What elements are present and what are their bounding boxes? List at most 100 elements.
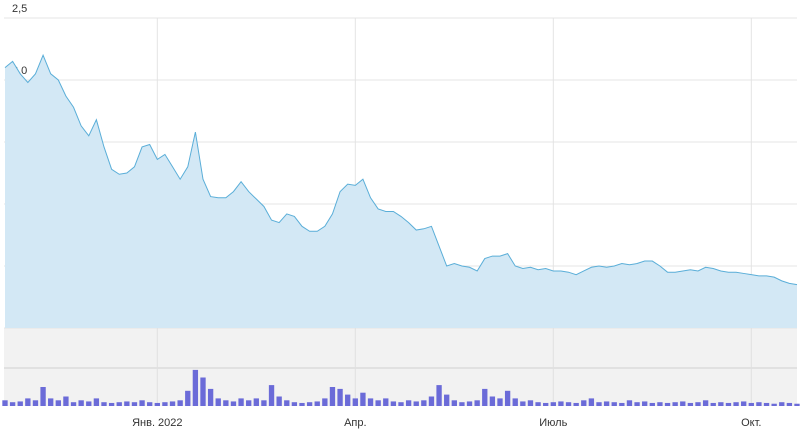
volume-bar	[634, 402, 640, 406]
volume-bar	[733, 402, 739, 406]
volume-bar	[603, 401, 610, 406]
volume-bar	[383, 398, 389, 406]
volume-bar	[192, 369, 199, 406]
volume-bar	[360, 392, 366, 406]
volume-bar	[741, 401, 747, 406]
y-tick-label: 2,5	[12, 3, 27, 15]
volume-bar	[398, 402, 404, 406]
volume-bar	[306, 402, 313, 406]
volume-bar	[771, 403, 777, 406]
volume-bar	[70, 402, 77, 406]
volume-bar	[162, 402, 168, 406]
volume-bar	[702, 400, 709, 406]
volume-bar	[588, 398, 595, 406]
volume-bar	[672, 402, 678, 406]
volume-bar	[261, 400, 267, 406]
volume-bar	[314, 401, 320, 406]
volume-bar	[680, 401, 686, 406]
volume-bar	[436, 385, 442, 406]
volume-bar	[611, 402, 617, 406]
volume-bar	[345, 394, 351, 406]
volume-bar	[565, 402, 572, 406]
volume-bar	[291, 402, 298, 406]
volume-bar	[649, 402, 655, 406]
volume-bar	[710, 402, 716, 406]
volume-bar	[718, 402, 724, 406]
volume-bar	[725, 402, 732, 406]
volume-bar	[482, 388, 488, 406]
volume-bar	[367, 398, 374, 406]
volume-bar	[558, 401, 564, 406]
volume-bar	[25, 398, 31, 406]
volume-bar	[390, 401, 397, 406]
volume-bar	[124, 401, 130, 406]
volume-bar	[444, 394, 450, 406]
volume-bar	[657, 402, 663, 406]
volume-bar	[428, 396, 435, 406]
volume-bar	[779, 402, 785, 406]
volume-bar	[108, 402, 115, 406]
volume-bar	[32, 400, 39, 406]
volume-bar	[405, 400, 412, 406]
x-tick-label: Окт.	[741, 417, 761, 429]
volume-bar	[520, 401, 526, 406]
volume-bar	[763, 402, 770, 406]
volume-bar	[337, 388, 343, 406]
volume-bar	[101, 402, 107, 406]
volume-bar	[116, 402, 122, 406]
volume-bar	[375, 400, 381, 406]
volume-bar	[512, 398, 518, 406]
volume-bar	[794, 403, 800, 406]
volume-bar	[276, 396, 282, 406]
volume-bar	[527, 400, 534, 406]
volume-bar	[48, 398, 54, 406]
volume-bar	[223, 400, 229, 406]
volume-bar	[756, 402, 762, 406]
volume-bar	[466, 401, 473, 406]
volume-bar	[421, 400, 427, 406]
volume-bar	[200, 377, 206, 406]
volume-bar	[139, 400, 145, 406]
volume-bar	[550, 402, 556, 406]
volume-bar	[459, 402, 465, 406]
volume-bar	[299, 402, 305, 406]
volume-bar	[535, 402, 541, 406]
volume-bar	[626, 400, 633, 406]
volume-bar	[207, 388, 214, 406]
volume-bar	[154, 402, 160, 406]
volume-bar	[2, 400, 8, 406]
volume-bar	[413, 401, 419, 406]
volume-bar	[489, 396, 496, 406]
price-line	[4, 53, 798, 286]
volume-pane	[4, 328, 797, 406]
volume-bar	[169, 401, 176, 406]
volume-bar	[352, 398, 358, 406]
volume-bar	[581, 400, 587, 406]
volume-bar	[619, 402, 625, 406]
volume-bar	[329, 387, 336, 406]
volume-bar	[147, 402, 153, 406]
volume-bar	[93, 398, 100, 406]
volume-bar	[596, 402, 602, 406]
volume-bar	[322, 398, 328, 406]
volume-bar	[238, 398, 244, 406]
volume-bar	[246, 400, 252, 406]
volume-bar	[63, 396, 69, 406]
volume-bar	[86, 401, 92, 406]
x-tick-label: Янв. 2022	[132, 417, 182, 429]
volume-bar	[17, 401, 23, 406]
volume-bar	[748, 402, 754, 406]
volume-bar	[284, 400, 290, 406]
volume-bar	[642, 401, 648, 406]
volume-bar	[504, 390, 511, 406]
volume-bar	[185, 390, 191, 406]
volume-bar	[215, 398, 221, 406]
volume-bar	[78, 400, 84, 406]
volume-bar	[664, 402, 671, 406]
volume-bar	[451, 400, 457, 406]
volume-bar	[474, 400, 480, 406]
volume-bar	[230, 401, 237, 406]
x-tick-label: Апр.	[344, 417, 366, 429]
